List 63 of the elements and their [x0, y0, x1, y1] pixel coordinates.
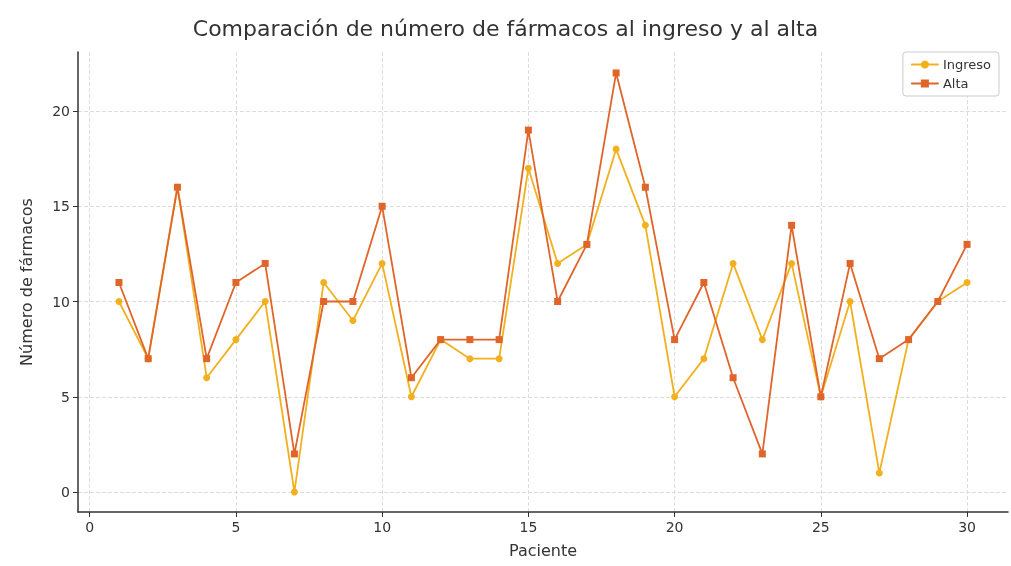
x-tick-label: 10 [373, 519, 392, 535]
point [495, 336, 503, 344]
point [290, 488, 298, 496]
x-tick-label: 30 [958, 519, 976, 535]
point [203, 355, 211, 363]
point [641, 221, 649, 229]
point [495, 355, 503, 363]
point [846, 259, 854, 267]
y-tick-label: 5 [61, 388, 70, 405]
point [846, 298, 854, 306]
x-axis-title: Paciente [508, 540, 578, 560]
point [758, 336, 766, 344]
point [671, 393, 679, 401]
legend-label: Alta [942, 76, 969, 91]
point [232, 278, 240, 286]
point [320, 278, 328, 286]
point [349, 298, 357, 306]
point [671, 336, 679, 344]
point [232, 336, 240, 344]
point [290, 450, 298, 458]
point [729, 259, 737, 267]
point [524, 126, 532, 134]
point [758, 450, 766, 458]
x-tick-label: 15 [519, 519, 538, 535]
point [115, 298, 123, 306]
point [700, 278, 708, 286]
x-tick-label: 0 [85, 519, 95, 535]
point [641, 183, 649, 191]
point [466, 336, 474, 344]
point [612, 145, 620, 153]
point [612, 69, 620, 77]
point [554, 259, 562, 267]
point [554, 298, 562, 306]
x-tick-label: 5 [231, 519, 241, 535]
y-tick-label: 15 [52, 198, 70, 215]
y-tick-label: 10 [52, 293, 70, 310]
point [378, 259, 386, 267]
x-tick-label: 20 [665, 519, 684, 535]
point [407, 393, 415, 401]
y-tick-label: 0 [61, 484, 70, 500]
point [875, 469, 883, 477]
point [261, 298, 269, 306]
point [407, 374, 415, 382]
point [875, 355, 883, 363]
point [203, 374, 211, 382]
point [261, 259, 269, 267]
point [788, 221, 796, 229]
point [700, 355, 708, 363]
point [963, 278, 971, 286]
point [115, 278, 123, 286]
x-tick-label: 25 [811, 519, 830, 535]
chart-title: Comparación de número de fármacos al ingreso y al alta [192, 15, 819, 41]
y-tick-label: 20 [52, 103, 70, 120]
point [320, 298, 328, 306]
point [466, 355, 474, 363]
point [788, 259, 796, 267]
point [729, 374, 737, 382]
point [524, 164, 532, 172]
point [349, 317, 357, 325]
point [378, 202, 386, 210]
y-axis-title: Número de fármacos [16, 198, 36, 366]
point [963, 240, 971, 248]
legend-label: Ingreso [942, 57, 992, 72]
